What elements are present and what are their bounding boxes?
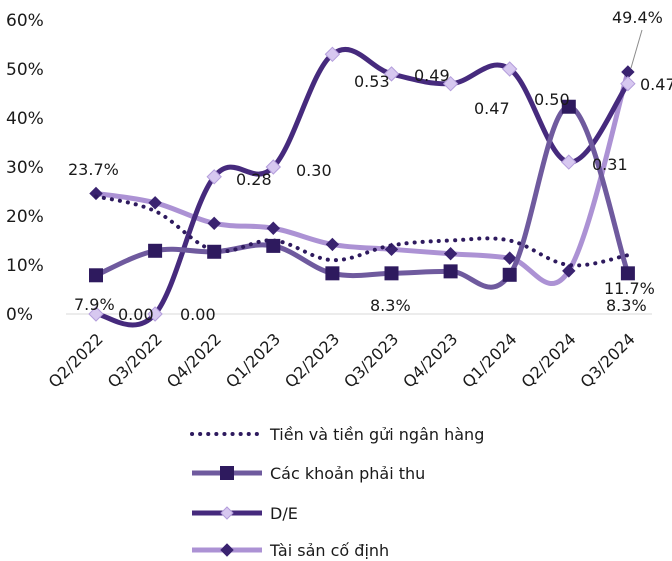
x-tick-label: Q2/2023 [281,329,343,391]
data-point-diamond [501,61,518,77]
data-label: 7.9% [74,295,115,314]
legend-item: D/E [192,504,298,523]
y-tick-label: 30% [6,158,44,178]
data-label: 11.7% [604,279,655,298]
data-point-square [325,266,340,281]
data-label-layer: 23.7%7.9%0.00 0.000.28 0.300.538.3%0.490.4… [68,8,672,324]
y-tick-label: 50% [6,60,44,80]
data-label: 0.00 [118,305,154,324]
legend-label: Tài sản cố định [269,541,389,560]
x-tick-label: Q4/2023 [399,329,461,391]
y-tick-label: 40% [6,109,44,129]
data-point-diamond [561,154,577,170]
data-point-square [620,266,635,281]
data-point-square [89,268,103,283]
legend-marker-square [220,466,234,480]
series-line [94,194,630,268]
legend-label: D/E [270,504,298,523]
x-tick-label: Q3/2022 [104,329,166,391]
data-point-diamond [384,242,399,257]
data-point-diamond [265,159,282,175]
data-label: 0.49 [414,66,450,85]
data-label: 0.30 [296,161,332,180]
y-axis: 0% 10% 20% 30% 40% 50% 60% [6,11,44,325]
data-point-diamond [562,264,576,278]
series-1 [89,99,635,290]
data-point-diamond [88,306,104,322]
legend-item: Tiền và tiền gửi ngân hàng [190,425,484,444]
legend-marker-diamond [220,543,234,557]
data-label: 0.00 [180,305,216,324]
data-point-square [561,99,576,114]
series-2 [88,46,636,328]
data-label: 49.4% [612,8,663,27]
y-tick-label: 10% [6,256,44,276]
data-point-diamond [148,196,162,210]
data-point-diamond [442,75,459,92]
data-label: 0.28 [236,170,272,189]
x-tick-label: Q3/2023 [340,329,402,391]
data-label: 23.7% [68,160,119,179]
data-point-square [384,266,399,281]
legend-label: Các khoản phải thu [270,464,425,483]
data-label: 8.3% [606,296,647,315]
data-point-diamond [206,169,222,185]
x-tick-label: Q4/2022 [163,329,225,391]
x-tick-label: Q1/2023 [222,329,284,391]
data-point-diamond [502,251,517,265]
legend-item: Tài sản cố định [192,541,389,560]
legend-marker-diamond [220,506,234,520]
x-tick-label: Q2/2024 [517,329,579,391]
data-point-diamond [324,46,341,63]
data-label: 0.53 [354,72,390,91]
data-point-square [443,264,458,279]
data-point-diamond [325,237,340,252]
y-tick-label: 20% [6,207,44,227]
data-label: 0.31 [592,155,628,174]
legend: Tiền và tiền gửi ngân hàng Các khoản phải… [190,425,484,560]
data-point-diamond [383,66,400,82]
data-point-diamond [443,247,458,261]
data-point-diamond [207,216,221,231]
x-tick-label: Q2/2022 [45,329,107,391]
data-point-diamond [620,75,636,92]
series-layer [88,46,636,328]
data-point-diamond [147,306,163,322]
series-0 [94,194,630,268]
data-label: 0.47 [640,75,672,94]
data-label: 0.47 [474,99,510,118]
legend-label: Tiền và tiền gửi ngân hàng [269,425,484,444]
data-point-square [502,267,517,282]
data-point-square [148,243,163,258]
legend-item: Các khoản phải thu [192,464,425,483]
data-label: 0.50 [534,90,570,109]
data-point-diamond [266,221,281,235]
x-tick-label: Q3/2024 [577,329,639,391]
y-tick-label: 60% [6,11,44,31]
y-tick-label: 0% [6,305,33,325]
data-point-diamond [89,186,103,201]
x-tick-label: Q1/2024 [458,329,520,391]
data-point-square [266,238,281,253]
label-leader-line [630,29,643,69]
series-line [93,46,631,328]
data-label: 8.3% [370,296,411,315]
